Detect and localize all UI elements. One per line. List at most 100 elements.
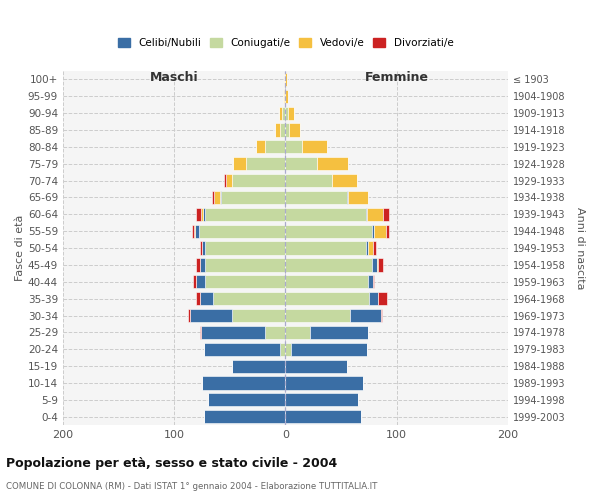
Bar [275, 124, 280, 136]
Bar [372, 224, 374, 238]
Bar [232, 360, 286, 372]
Bar [348, 191, 368, 204]
Bar [194, 224, 195, 238]
Bar [214, 191, 220, 204]
Bar [196, 275, 205, 288]
Bar [212, 191, 214, 204]
Bar [232, 174, 286, 187]
Bar [232, 309, 286, 322]
Bar [367, 208, 383, 221]
Text: Maschi: Maschi [150, 71, 199, 84]
Text: Femmine: Femmine [365, 71, 428, 84]
Bar [286, 124, 289, 136]
Bar [286, 309, 350, 322]
Bar [247, 157, 286, 170]
Bar [286, 326, 310, 339]
Bar [286, 242, 365, 254]
Bar [193, 275, 196, 288]
Bar [381, 309, 382, 322]
Bar [205, 208, 286, 221]
Bar [373, 242, 376, 254]
Bar [350, 309, 381, 322]
Y-axis label: Anni di nascita: Anni di nascita [575, 207, 585, 290]
Bar [188, 309, 190, 322]
Bar [204, 342, 280, 356]
Bar [283, 90, 284, 103]
Bar [202, 376, 286, 390]
Bar [286, 342, 291, 356]
Bar [289, 124, 300, 136]
Bar [200, 292, 213, 305]
Bar [284, 73, 286, 86]
Bar [200, 258, 205, 272]
Bar [286, 410, 361, 424]
Bar [280, 342, 286, 356]
Bar [365, 208, 367, 221]
Bar [286, 174, 332, 187]
Bar [286, 191, 347, 204]
Bar [226, 174, 232, 187]
Bar [286, 292, 369, 305]
Text: COMUNE DI COLONNA (RM) - Dati ISTAT 1° gennaio 2004 - Elaborazione TUTTITALIA.IT: COMUNE DI COLONNA (RM) - Dati ISTAT 1° g… [6, 482, 377, 491]
Bar [279, 106, 282, 120]
Bar [286, 106, 287, 120]
Bar [199, 224, 286, 238]
Bar [196, 208, 201, 221]
Bar [286, 258, 372, 272]
Bar [265, 326, 286, 339]
Bar [208, 394, 286, 406]
Bar [284, 90, 286, 103]
Bar [302, 140, 326, 153]
Bar [221, 191, 286, 204]
Legend: Celibi/Nubili, Coniugati/e, Vedovi/e, Divorziati/e: Celibi/Nubili, Coniugati/e, Vedovi/e, Di… [113, 34, 457, 52]
Y-axis label: Fasce di età: Fasce di età [15, 215, 25, 282]
Bar [280, 124, 286, 136]
Bar [286, 275, 368, 288]
Bar [200, 326, 201, 339]
Bar [196, 258, 200, 272]
Bar [373, 275, 374, 288]
Bar [205, 258, 286, 272]
Bar [347, 191, 348, 204]
Bar [256, 140, 265, 153]
Bar [287, 106, 295, 120]
Bar [205, 275, 286, 288]
Bar [332, 174, 356, 187]
Bar [372, 258, 377, 272]
Bar [286, 157, 317, 170]
Bar [374, 224, 386, 238]
Bar [195, 224, 199, 238]
Bar [378, 292, 386, 305]
Bar [368, 242, 373, 254]
Bar [368, 275, 373, 288]
Bar [286, 73, 287, 86]
Bar [201, 208, 203, 221]
Bar [286, 394, 358, 406]
Bar [201, 326, 265, 339]
Bar [286, 224, 372, 238]
Bar [286, 140, 302, 153]
Bar [192, 224, 194, 238]
Bar [365, 242, 368, 254]
Bar [203, 208, 205, 221]
Bar [202, 242, 205, 254]
Bar [282, 106, 286, 120]
Bar [286, 208, 365, 221]
Bar [286, 90, 287, 103]
Bar [220, 191, 221, 204]
Bar [190, 309, 232, 322]
Text: Popolazione per età, sesso e stato civile - 2004: Popolazione per età, sesso e stato civil… [6, 458, 337, 470]
Bar [378, 258, 383, 272]
Bar [386, 224, 389, 238]
Bar [224, 174, 226, 187]
Bar [317, 157, 348, 170]
Bar [369, 292, 378, 305]
Bar [196, 292, 200, 305]
Bar [286, 360, 347, 372]
Bar [377, 258, 378, 272]
Bar [204, 410, 286, 424]
Bar [265, 140, 286, 153]
Bar [383, 208, 389, 221]
Bar [286, 376, 364, 390]
Bar [291, 342, 367, 356]
